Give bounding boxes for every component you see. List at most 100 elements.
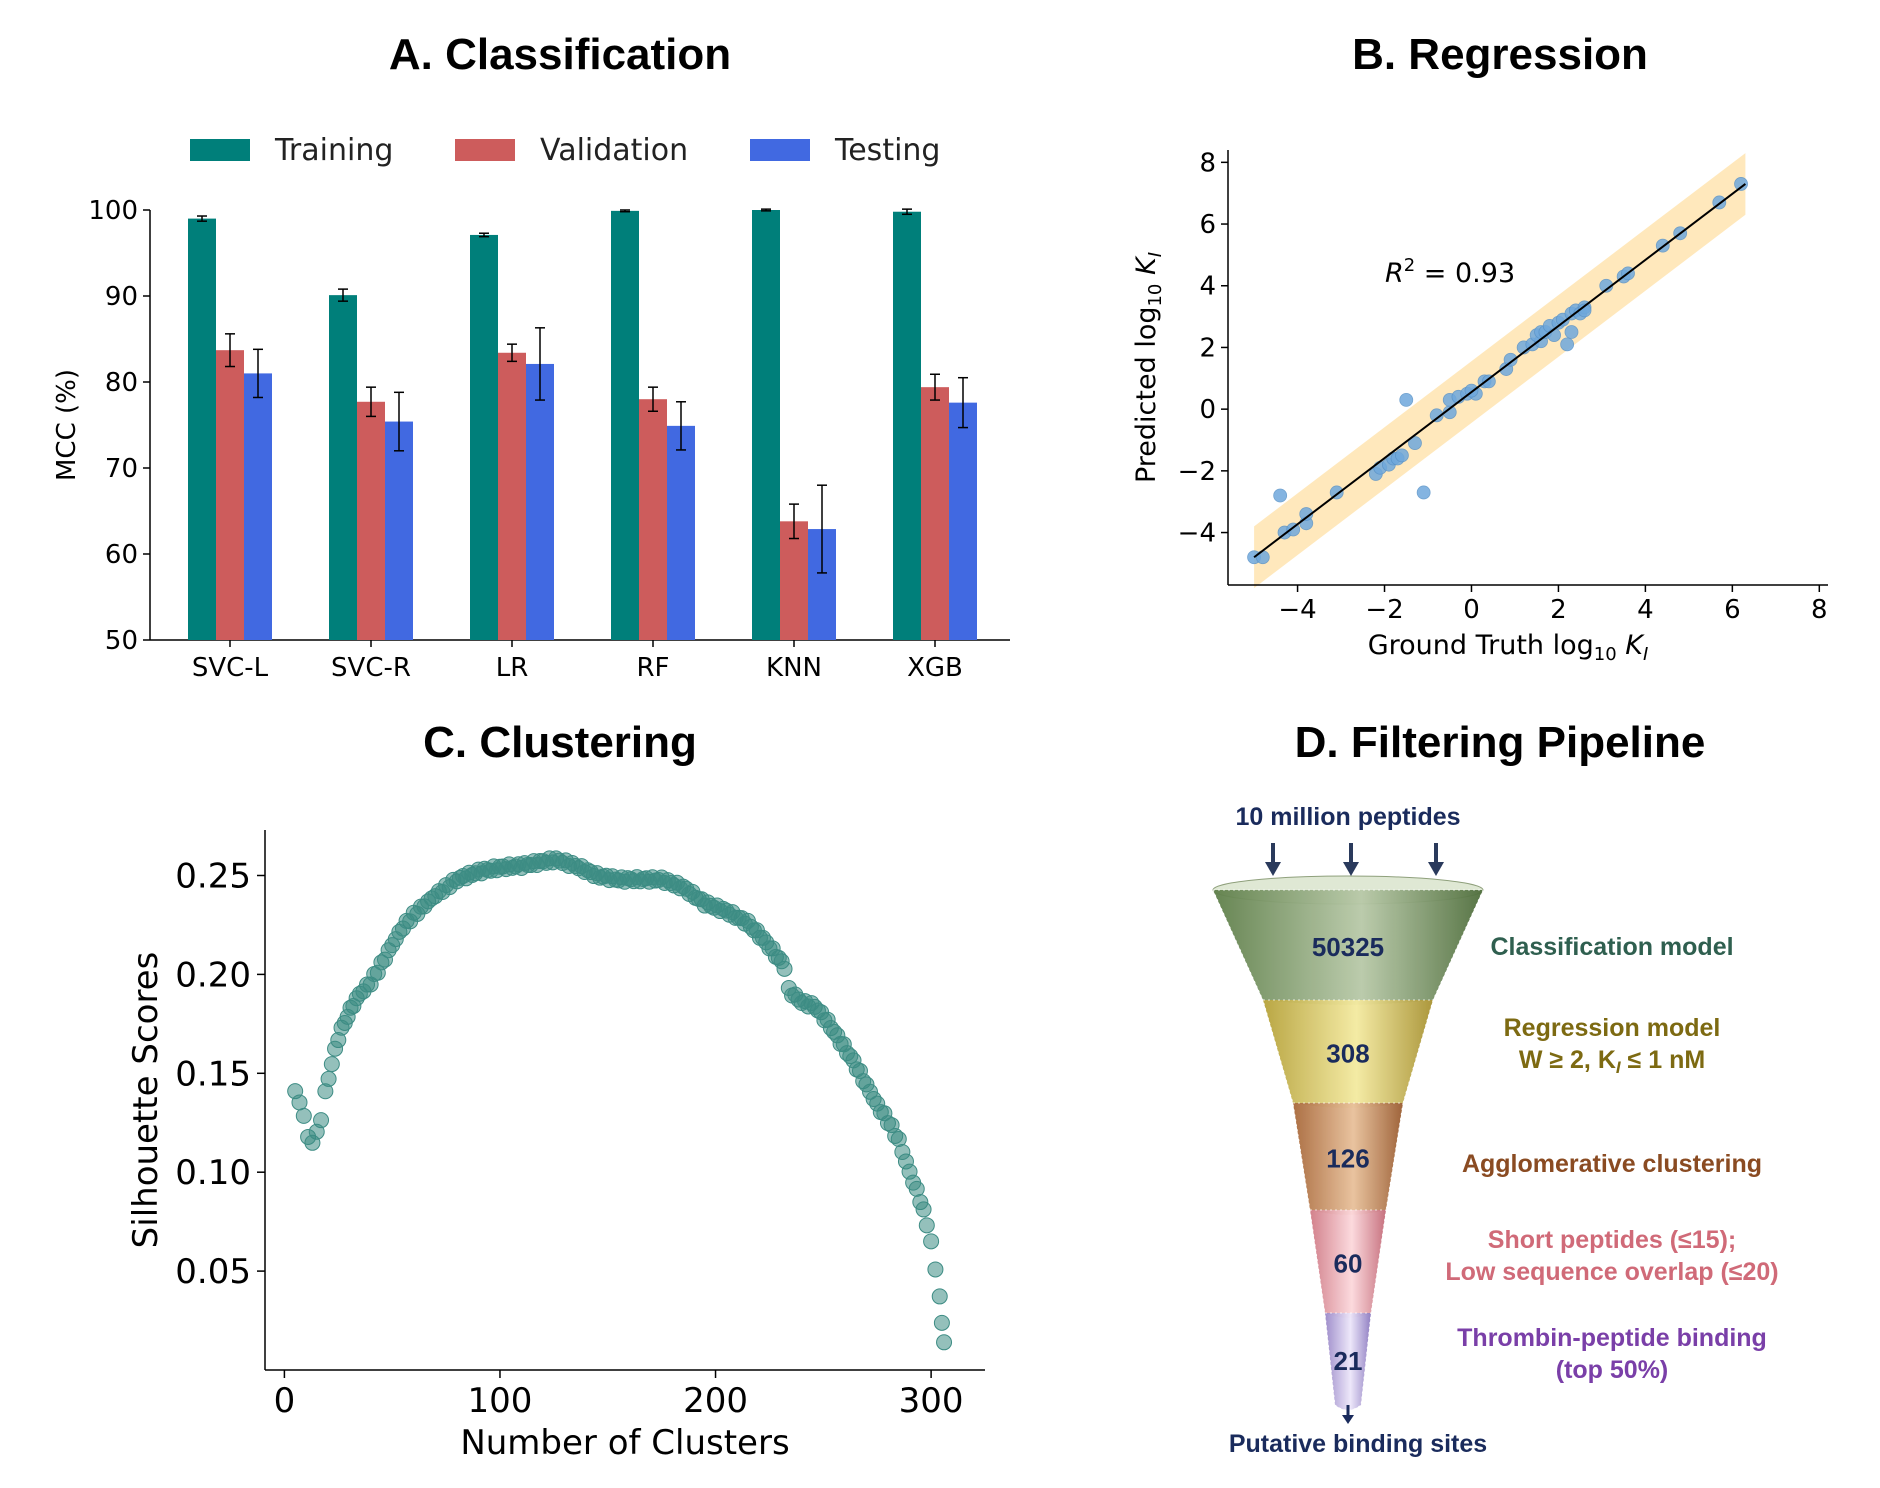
y-tick-label: 0.05 (175, 1252, 251, 1292)
data-point (295, 1107, 312, 1124)
y-tick-label: 0.15 (175, 1054, 251, 1094)
data-point (1503, 352, 1518, 367)
y-axis-label: Silhouette Scores (126, 952, 166, 1249)
data-point (933, 1314, 950, 1331)
r-squared-annotation: R2 = 0.93 (1385, 255, 1515, 289)
y-tick-label: 0.20 (175, 955, 251, 995)
y-axis-label: Predicted log10 KI (1131, 252, 1166, 483)
bar-testing-rf (667, 425, 695, 640)
bar-testing-svc-r (385, 421, 413, 640)
x-tick-label: 2 (1550, 595, 1567, 625)
y-tick-label: 6 (1199, 210, 1216, 240)
panel-c-title: C. Clustering (423, 718, 697, 767)
legend-swatch-validation (455, 139, 515, 161)
data-point (1429, 408, 1444, 423)
x-tick-label: SVC-L (192, 653, 269, 683)
data-point (1299, 507, 1314, 521)
legend-label-testing: Testing (834, 133, 940, 168)
x-tick-label: 0 (274, 1381, 296, 1421)
bar-training-knn (752, 210, 780, 640)
data-point (923, 1233, 940, 1250)
y-tick-label: −2 (1178, 457, 1216, 487)
spout-arrow-head (1342, 1415, 1354, 1424)
y-tick-label: 4 (1199, 272, 1216, 302)
x-tick-label: LR (496, 653, 529, 683)
x-tick-label: 4 (1637, 595, 1654, 625)
stage-label-5: Thrombin-peptide binding (1457, 1324, 1767, 1352)
y-axis-label: MCC (%) (52, 369, 82, 481)
x-axis-label: Number of Clusters (460, 1423, 789, 1463)
data-point (936, 1334, 953, 1351)
data-point (915, 1201, 932, 1218)
data-point (1564, 325, 1579, 339)
stage-sublabel-4: Low sequence overlap (≤20) (1445, 1258, 1778, 1286)
data-point (918, 1217, 935, 1234)
fit-line (1253, 183, 1746, 559)
y-tick-label: 70 (105, 454, 138, 484)
funnel-count-1: 50325 (1312, 932, 1384, 962)
panel-d-title: D. Filtering Pipeline (1294, 718, 1706, 767)
funnel-count-3: 126 (1326, 1144, 1369, 1174)
bar-training-lr (470, 234, 498, 640)
funnel-output-label: Putative binding sites (1229, 1430, 1487, 1458)
data-point (320, 1070, 337, 1087)
y-tick-label: 0 (1199, 395, 1216, 425)
data-point (1734, 177, 1748, 191)
x-tick-label: 300 (899, 1381, 964, 1421)
bar-testing-lr (526, 363, 554, 640)
bar-validation-svc-l (216, 350, 244, 640)
x-tick-label: 100 (468, 1381, 533, 1421)
data-point (323, 1056, 340, 1073)
bar-validation-rf (639, 399, 667, 640)
bar-testing-xgb (949, 402, 977, 640)
data-point (1560, 337, 1575, 352)
bar-training-svc-r (329, 295, 357, 640)
panel-b-title: B. Regression (1352, 30, 1648, 79)
y-tick-label: 8 (1199, 148, 1216, 178)
y-tick-label: 0.10 (175, 1153, 251, 1193)
data-point (927, 1261, 944, 1278)
bar-testing-svc-l (244, 373, 272, 640)
bar-training-svc-l (188, 218, 216, 640)
stage-sublabel-2: W ≥ 2, KI ≤ 1 nM (1519, 1046, 1705, 1077)
y-tick-label: 60 (105, 540, 138, 570)
stage-label-3: Agglomerative clustering (1462, 1150, 1762, 1178)
funnel-stage-3 (1292, 1102, 1404, 1216)
data-point (1395, 448, 1409, 463)
funnel-count-5: 21 (1334, 1346, 1363, 1376)
data-point (931, 1288, 948, 1305)
panel-a-title: A. Classification (388, 30, 732, 79)
y-tick-label: 90 (105, 282, 138, 312)
x-tick-label: KNN (766, 653, 822, 683)
x-tick-label: −2 (1365, 595, 1403, 625)
x-tick-label: XGB (907, 653, 963, 683)
data-point (1273, 488, 1288, 503)
y-tick-label: 0.25 (175, 856, 251, 896)
bar-validation-lr (498, 352, 526, 640)
data-point (1416, 485, 1431, 500)
funnel-count-4: 60 (1334, 1249, 1363, 1279)
x-tick-label: RF (636, 653, 669, 683)
y-tick-label: 100 (88, 196, 138, 226)
data-point (313, 1112, 330, 1129)
bar-validation-xgb (921, 387, 949, 640)
funnel-input-label: 10 million peptides (1235, 803, 1460, 831)
x-tick-label: 0 (1463, 595, 1480, 625)
input-arrow-head (1343, 862, 1359, 876)
data-point (1399, 392, 1414, 407)
data-point (1408, 436, 1422, 450)
y-tick-label: 50 (105, 626, 138, 656)
stage-label-2: Regression model (1504, 1014, 1721, 1042)
stage-label-4: Short peptides (≤15); (1488, 1226, 1736, 1254)
input-arrow-head (1265, 862, 1281, 876)
legend-swatch-training (190, 139, 250, 161)
stage-sublabel-5: (top 50%) (1556, 1356, 1669, 1384)
data-point (1481, 374, 1496, 389)
funnel-count-2: 308 (1326, 1039, 1369, 1069)
data-point (776, 960, 793, 977)
x-tick-label: SVC-R (331, 653, 411, 683)
